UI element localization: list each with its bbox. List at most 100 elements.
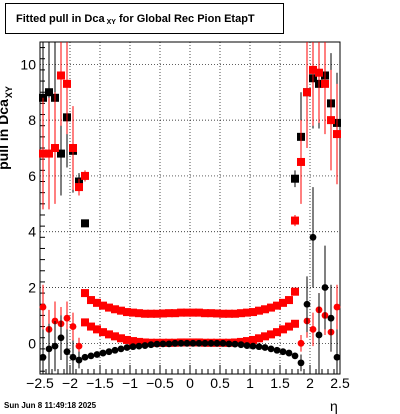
data-point bbox=[129, 343, 137, 351]
data-point bbox=[267, 303, 275, 312]
x-tick-label: 2.5 bbox=[330, 375, 350, 391]
data-point bbox=[159, 340, 167, 348]
data-point bbox=[81, 289, 89, 298]
data-point bbox=[111, 346, 119, 354]
data-point bbox=[39, 353, 47, 361]
data-point bbox=[207, 309, 215, 318]
data-point bbox=[243, 308, 251, 317]
data-point bbox=[93, 298, 101, 307]
data-point bbox=[87, 296, 95, 305]
x-tick-label: 1 bbox=[246, 375, 254, 391]
x-tick-label: −1 bbox=[122, 375, 138, 391]
data-point bbox=[297, 157, 305, 166]
y-tick-label: 4 bbox=[28, 224, 36, 240]
data-point bbox=[51, 342, 59, 350]
data-point bbox=[87, 322, 95, 331]
data-point bbox=[261, 332, 269, 341]
data-point bbox=[291, 319, 299, 328]
data-point bbox=[147, 341, 155, 349]
data-point bbox=[279, 348, 287, 356]
data-point bbox=[141, 342, 149, 349]
data-point bbox=[129, 337, 137, 346]
data-point bbox=[135, 337, 143, 346]
data-point bbox=[267, 330, 275, 339]
data-point bbox=[315, 331, 323, 339]
data-point bbox=[249, 308, 257, 317]
footer-timestamp: Sun Jun 8 11:49:18 2025 bbox=[4, 401, 97, 410]
data-point bbox=[105, 303, 113, 312]
x-tick-label: 0 bbox=[186, 375, 194, 391]
data-point bbox=[333, 303, 341, 311]
data-point bbox=[75, 342, 83, 350]
data-point bbox=[279, 298, 287, 307]
data-point bbox=[153, 309, 161, 318]
data-point bbox=[165, 309, 173, 318]
data-point bbox=[111, 332, 119, 341]
data-point bbox=[117, 334, 125, 343]
data-point bbox=[309, 325, 317, 333]
data-point bbox=[39, 149, 47, 158]
x-tick-label: 1.5 bbox=[270, 375, 290, 391]
data-point bbox=[87, 352, 95, 360]
data-point bbox=[111, 305, 119, 314]
y-tick-label: 10 bbox=[20, 56, 36, 72]
data-point bbox=[291, 352, 299, 360]
data-point bbox=[129, 308, 137, 317]
x-tick-label: −2.5 bbox=[26, 375, 54, 391]
y-tick-label: 8 bbox=[28, 112, 36, 128]
x-tick-label: −2 bbox=[62, 375, 78, 391]
data-point bbox=[93, 351, 101, 358]
data-point bbox=[207, 339, 215, 347]
data-point bbox=[231, 340, 239, 348]
data-point bbox=[273, 346, 281, 354]
data-point bbox=[267, 345, 275, 353]
data-point bbox=[315, 68, 323, 77]
data-point bbox=[63, 348, 71, 356]
data-point bbox=[273, 328, 281, 337]
data-point bbox=[291, 287, 299, 296]
data-point bbox=[279, 325, 287, 334]
data-point bbox=[321, 79, 329, 88]
data-point bbox=[237, 341, 245, 349]
y-tick-label: 0 bbox=[28, 335, 36, 351]
data-point bbox=[285, 296, 293, 305]
x-tick-label: −0.5 bbox=[146, 375, 174, 391]
data-point bbox=[45, 149, 53, 158]
data-point bbox=[57, 334, 65, 342]
data-point bbox=[117, 345, 125, 353]
data-point bbox=[57, 71, 65, 80]
data-point bbox=[177, 308, 185, 317]
data-point bbox=[321, 284, 329, 291]
data-point bbox=[195, 339, 203, 347]
data-point bbox=[285, 349, 293, 357]
data-point bbox=[81, 219, 89, 228]
data-point bbox=[273, 301, 281, 310]
data-point bbox=[45, 345, 53, 353]
data-point bbox=[195, 308, 203, 317]
data-point bbox=[255, 343, 263, 351]
data-point bbox=[261, 344, 269, 351]
data-point bbox=[81, 353, 89, 361]
x-tick-label: −1.5 bbox=[86, 375, 114, 391]
data-point bbox=[75, 356, 83, 364]
data-point bbox=[213, 339, 221, 347]
y-tick-label: 2 bbox=[28, 280, 36, 296]
data-point bbox=[201, 339, 209, 347]
data-point bbox=[45, 88, 53, 97]
y-axis-label-sub: XY bbox=[4, 86, 14, 99]
y-axis-label-main: pull in Dca bbox=[0, 99, 11, 170]
data-point bbox=[183, 308, 191, 317]
chart-title-rest: for Global Rec Pion EtapT bbox=[118, 12, 255, 25]
data-point bbox=[237, 309, 245, 318]
data-point bbox=[135, 309, 143, 318]
data-point bbox=[255, 334, 263, 343]
data-point bbox=[291, 174, 299, 183]
x-tick-label: 2 bbox=[306, 375, 314, 391]
data-point bbox=[291, 216, 299, 225]
data-point bbox=[63, 79, 71, 88]
data-point bbox=[225, 309, 233, 318]
data-point bbox=[327, 314, 335, 322]
data-point bbox=[171, 339, 179, 347]
data-point bbox=[285, 322, 293, 331]
data-point bbox=[141, 309, 149, 318]
